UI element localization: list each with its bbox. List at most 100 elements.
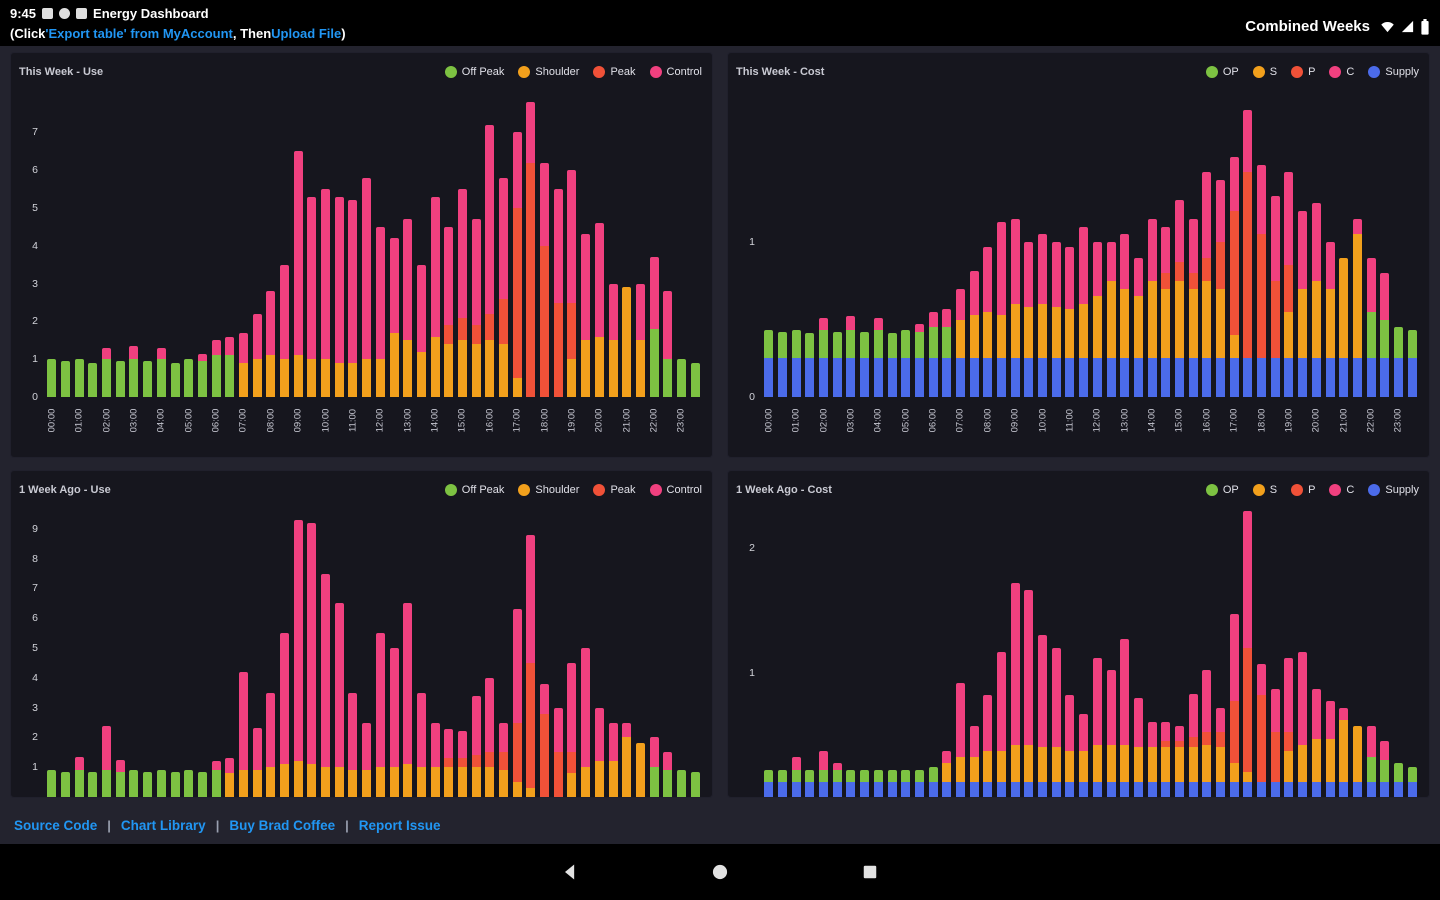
legend-item-s[interactable]: S: [1252, 66, 1277, 78]
bar-segment: [307, 764, 317, 797]
bar-segment: [471, 325, 481, 345]
y-tick-label: 7: [32, 126, 38, 139]
bar-segment: [567, 662, 577, 753]
bar-segment: [690, 362, 700, 397]
bar-segment: [955, 288, 965, 320]
bar-segment: [471, 695, 481, 756]
bar-segment: [983, 311, 993, 359]
bar-segment: [540, 245, 550, 397]
bar-segment: [663, 770, 673, 797]
chart-panel-this-week-use: This Week - Use Off Peak Shoulder Peak Cont…: [10, 52, 713, 458]
legend-label: Off Peak: [461, 484, 505, 496]
bar-segment: [47, 359, 57, 397]
notification-icon: [42, 7, 54, 19]
bar-segment: [778, 331, 788, 359]
recents-button[interactable]: [859, 861, 881, 883]
bar-segment: [1161, 358, 1171, 397]
bar-segment: [1352, 218, 1362, 235]
legend-item-c[interactable]: C: [1329, 66, 1354, 78]
bar-segment: [997, 782, 1007, 797]
bar-segment: [764, 330, 774, 359]
bar-segment: [485, 767, 495, 797]
bar-segment: [1380, 782, 1390, 797]
x-tick-label: 21:00: [621, 408, 633, 433]
export-table-link[interactable]: 'Export table' from MyAccount: [45, 25, 233, 41]
bar-segment: [389, 332, 399, 397]
bar-segment: [887, 333, 897, 359]
bar-segment: [1393, 327, 1403, 359]
x-tick-label: 03:00: [845, 408, 857, 433]
upload-file-link[interactable]: Upload File: [271, 25, 342, 41]
legend-item-s[interactable]: S: [1252, 484, 1277, 496]
legend-item-supply[interactable]: Supply: [1368, 484, 1419, 496]
bar-segment: [1243, 772, 1253, 783]
legend-item-c[interactable]: C: [1329, 484, 1354, 496]
bar-04:00: [873, 317, 883, 397]
bar-segment: [375, 359, 385, 397]
bar-segment: [581, 648, 591, 768]
legend-item-shoulder[interactable]: Shoulder: [518, 484, 579, 496]
bar-segment: [1051, 782, 1061, 797]
footer-link-report-issue[interactable]: Report Issue: [358, 817, 441, 833]
bar-06:00: [211, 340, 221, 397]
x-tick-label: 02:00: [101, 408, 113, 433]
legend-item-off-peak[interactable]: Off Peak: [444, 484, 505, 496]
bar-15:00: [1174, 726, 1184, 797]
bar-segment: [293, 355, 303, 397]
bar-segment: [1010, 358, 1020, 397]
bar-segment: [1188, 737, 1198, 748]
legend-item-control[interactable]: Control: [649, 66, 702, 78]
legend-dot: [1205, 484, 1218, 496]
legend-item-p[interactable]: P: [1291, 484, 1315, 496]
bar-segment: [1229, 782, 1239, 797]
footer-link-chart-library[interactable]: Chart Library: [120, 817, 206, 833]
bar-10:30: [1051, 647, 1061, 797]
legend-item-op[interactable]: OP: [1205, 484, 1239, 496]
bar-segment: [832, 763, 842, 770]
bar-segment: [1270, 688, 1280, 733]
bar-segment: [901, 330, 911, 359]
legend-item-peak[interactable]: Peak: [593, 484, 636, 496]
bar-segment: [211, 761, 221, 771]
bar-segment: [1161, 747, 1171, 783]
bar-segment: [1270, 195, 1280, 281]
bar-segment: [676, 770, 686, 797]
home-button[interactable]: [709, 861, 731, 883]
back-button[interactable]: [559, 861, 581, 883]
bar-00:30: [778, 769, 788, 797]
bar-20:30: [1325, 242, 1335, 397]
bar-18:00: [540, 683, 550, 797]
bar-16:30: [1216, 707, 1226, 797]
bar-segment: [156, 359, 166, 397]
bar-14:00: [1147, 218, 1157, 397]
legend-item-peak[interactable]: Peak: [593, 66, 636, 78]
footer-link-buy-brad-coffee[interactable]: Buy Brad Coffee: [229, 817, 336, 833]
bar-segment: [457, 317, 467, 341]
legend-item-supply[interactable]: Supply: [1368, 66, 1419, 78]
bar-23:00: [1393, 327, 1403, 397]
bar-segment: [499, 298, 509, 345]
legend-item-off-peak[interactable]: Off Peak: [444, 66, 504, 78]
legend-item-op[interactable]: OP: [1205, 66, 1239, 78]
bar-09:00: [1010, 218, 1020, 397]
cellular-signal-icon: [1400, 19, 1415, 34]
bar-08:00: [266, 291, 276, 397]
legend-item-shoulder[interactable]: Shoulder: [518, 66, 579, 78]
bar-segment: [1216, 242, 1226, 289]
bar-segment: [1133, 747, 1143, 783]
bar-segment: [1092, 296, 1102, 359]
bar-segment: [170, 771, 180, 797]
bar-16:30: [499, 722, 509, 797]
legend-item-p[interactable]: P: [1291, 66, 1315, 78]
footer-link-source-code[interactable]: Source Code: [14, 817, 98, 833]
bar-segment: [266, 692, 276, 768]
bar-segment: [1120, 744, 1130, 783]
legend-item-control[interactable]: Control: [649, 484, 702, 496]
footer-separator: |: [215, 817, 220, 833]
bar-segment: [1161, 226, 1171, 273]
bar-11:30: [362, 177, 372, 397]
combined-weeks-label[interactable]: Combined Weeks: [1245, 18, 1370, 35]
bar-09:30: [1024, 589, 1034, 797]
bar-segment: [1065, 695, 1075, 752]
